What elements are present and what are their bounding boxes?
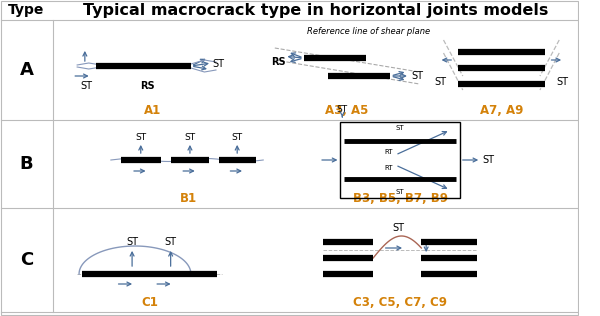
- Text: ST: ST: [184, 132, 196, 142]
- Text: ST: ST: [164, 237, 176, 247]
- Text: B1: B1: [179, 192, 197, 205]
- Text: C: C: [20, 251, 33, 269]
- Text: ST: ST: [392, 223, 404, 233]
- Text: ST: ST: [212, 59, 224, 69]
- Text: ST: ST: [483, 155, 495, 165]
- Text: A7, A9: A7, A9: [479, 105, 523, 118]
- Text: ST: ST: [434, 77, 446, 87]
- Text: ST: ST: [232, 132, 243, 142]
- Text: C1: C1: [141, 296, 158, 309]
- Text: Reference line of shear plane: Reference line of shear plane: [307, 27, 430, 37]
- Text: ST: ST: [337, 106, 348, 114]
- Text: RS: RS: [140, 81, 155, 91]
- Text: RS: RS: [271, 57, 286, 67]
- Text: A1: A1: [144, 105, 161, 118]
- Text: Type: Type: [8, 3, 45, 17]
- Text: ST: ST: [126, 237, 138, 247]
- Text: RT: RT: [385, 149, 393, 155]
- Text: B3, B5, B7, B9: B3, B5, B7, B9: [353, 192, 448, 205]
- Text: ST: ST: [81, 81, 93, 91]
- Text: ST: ST: [135, 132, 146, 142]
- FancyBboxPatch shape: [1, 1, 578, 315]
- Text: ST: ST: [412, 71, 424, 81]
- Text: Typical macrocrack type in horizontal joints models: Typical macrocrack type in horizontal jo…: [83, 3, 548, 17]
- Text: C3, C5, C7, C9: C3, C5, C7, C9: [353, 296, 447, 309]
- Text: B: B: [20, 155, 34, 173]
- Text: ST: ST: [556, 77, 568, 87]
- Text: ST: ST: [396, 189, 404, 195]
- Text: A3, A5: A3, A5: [325, 105, 369, 118]
- Text: RT: RT: [385, 165, 393, 171]
- Text: ST: ST: [396, 125, 404, 131]
- Text: A: A: [20, 61, 34, 79]
- Bar: [340, 122, 460, 198]
